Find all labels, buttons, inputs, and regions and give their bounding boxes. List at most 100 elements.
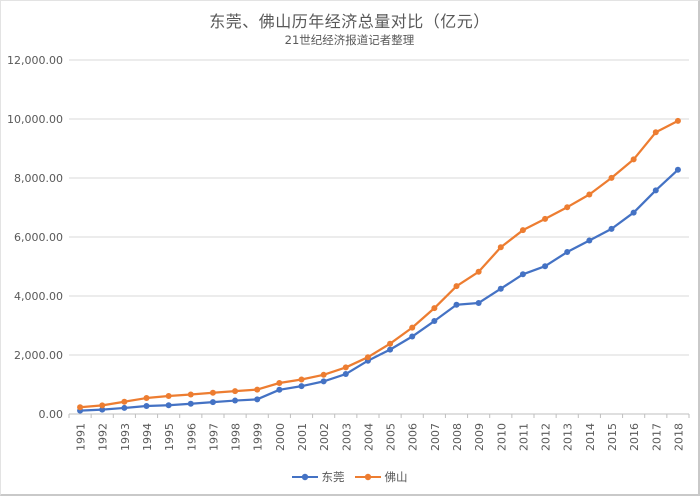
- y-tick-label: 4,000.00: [14, 290, 63, 303]
- data-point: [542, 263, 549, 270]
- data-point: [143, 403, 150, 410]
- legend-item: 东莞: [291, 469, 345, 485]
- y-tick-label: 8,000.00: [14, 172, 63, 185]
- x-tick-label: 2014: [584, 423, 597, 451]
- data-point: [409, 333, 416, 340]
- x-tick-label: 1999: [252, 423, 265, 451]
- x-tick-label: 2003: [340, 423, 353, 451]
- data-point: [497, 285, 504, 292]
- data-point: [342, 371, 349, 378]
- data-point: [165, 392, 172, 399]
- data-point: [99, 402, 106, 409]
- data-point: [475, 299, 482, 306]
- x-tick-label: 1993: [119, 423, 132, 451]
- x-tick-label: 2011: [517, 423, 530, 451]
- data-point: [254, 386, 261, 393]
- x-tick-label: 1997: [207, 423, 220, 451]
- y-tick-label: 12,000.00: [7, 54, 63, 67]
- x-tick-label: 2006: [407, 423, 420, 451]
- data-point: [586, 191, 593, 198]
- data-point: [232, 388, 239, 395]
- legend-label: 佛山: [384, 470, 408, 484]
- data-point: [630, 156, 637, 163]
- legend-marker-icon: [291, 473, 318, 481]
- data-point: [232, 397, 239, 404]
- data-point: [564, 249, 571, 256]
- data-point: [586, 237, 593, 244]
- data-point: [121, 398, 128, 405]
- y-tick-label: 10,000.00: [7, 113, 63, 126]
- data-point: [276, 386, 283, 393]
- y-tick-label: 2,000.00: [14, 349, 63, 362]
- data-point: [298, 383, 305, 390]
- x-tick-label: 2015: [606, 423, 619, 451]
- chart-title: 东莞、佛山历年经济总量对比（亿元）: [209, 12, 490, 31]
- x-tick-label: 2012: [540, 423, 553, 451]
- x-tick-label: 2008: [451, 423, 464, 451]
- data-point: [674, 166, 681, 173]
- x-tick-label: 2007: [429, 423, 442, 451]
- data-point: [209, 389, 216, 396]
- x-tick-label: 2017: [650, 423, 663, 451]
- y-tick-label: 6,000.00: [14, 231, 63, 244]
- legend: 东莞 佛山: [1, 467, 698, 487]
- data-point: [320, 378, 327, 385]
- x-tick-label: 1998: [230, 423, 243, 451]
- data-point: [519, 227, 526, 234]
- data-point: [564, 204, 571, 211]
- chart-subtitle: 21世纪经济报道记者整理: [284, 33, 415, 47]
- x-tick-label: 2013: [562, 423, 575, 451]
- x-tick-label: 2000: [274, 423, 287, 451]
- data-point: [652, 187, 659, 194]
- data-point: [409, 324, 416, 331]
- data-point: [453, 283, 460, 290]
- x-tick-label: 1994: [141, 423, 154, 451]
- data-point: [387, 346, 394, 353]
- data-point: [630, 209, 637, 216]
- data-point: [364, 354, 371, 361]
- series-line: [78, 119, 680, 409]
- data-point: [298, 376, 305, 383]
- data-point: [342, 364, 349, 371]
- data-point: [453, 301, 460, 308]
- data-point: [497, 244, 504, 251]
- data-point: [674, 117, 681, 124]
- data-point: [519, 271, 526, 278]
- data-point: [431, 318, 438, 325]
- data-point: [276, 380, 283, 387]
- data-point: [209, 399, 216, 406]
- x-tick-label: 2001: [296, 423, 309, 451]
- data-point: [254, 396, 261, 403]
- legend-label: 东莞: [321, 470, 345, 484]
- x-tick-label: 1995: [163, 423, 176, 451]
- data-point: [542, 215, 549, 222]
- x-tick-label: 1991: [75, 423, 88, 451]
- x-tick-label: 1992: [97, 423, 110, 451]
- data-point: [431, 305, 438, 312]
- data-point: [187, 391, 194, 398]
- y-tick-label: 0.00: [39, 408, 64, 421]
- data-point: [608, 225, 615, 232]
- data-point: [165, 402, 172, 409]
- x-tick-label: 1996: [185, 423, 198, 451]
- x-tick-label: 2005: [385, 423, 398, 451]
- data-point: [143, 395, 150, 402]
- legend-item: 佛山: [354, 469, 408, 485]
- data-point: [608, 174, 615, 181]
- data-point: [387, 340, 394, 347]
- x-tick-label: 2009: [473, 423, 486, 451]
- x-tick-label: 2010: [495, 423, 508, 451]
- data-point: [99, 406, 106, 413]
- data-point: [121, 404, 128, 411]
- data-point: [320, 371, 327, 378]
- legend-marker-icon: [354, 473, 381, 481]
- x-tick-label: 2018: [672, 423, 685, 451]
- x-tick-label: 2016: [628, 423, 641, 451]
- data-point: [77, 404, 84, 411]
- series-line: [78, 168, 680, 412]
- x-tick-label: 2002: [318, 423, 331, 451]
- data-point: [652, 129, 659, 136]
- data-point: [475, 268, 482, 275]
